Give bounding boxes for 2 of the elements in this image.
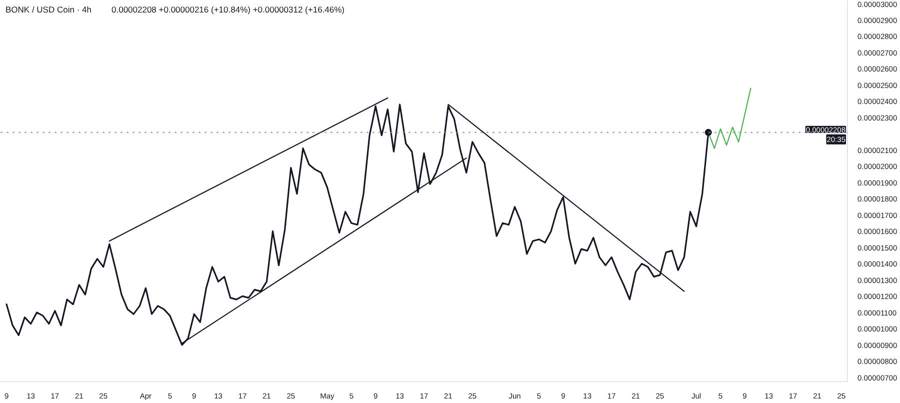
text: 0.00002208 +0.00000216 (+10.84%) +0.00000312 (+16.46%) [112,4,345,14]
text: BONK / USD Coin · 4h [6,4,92,14]
